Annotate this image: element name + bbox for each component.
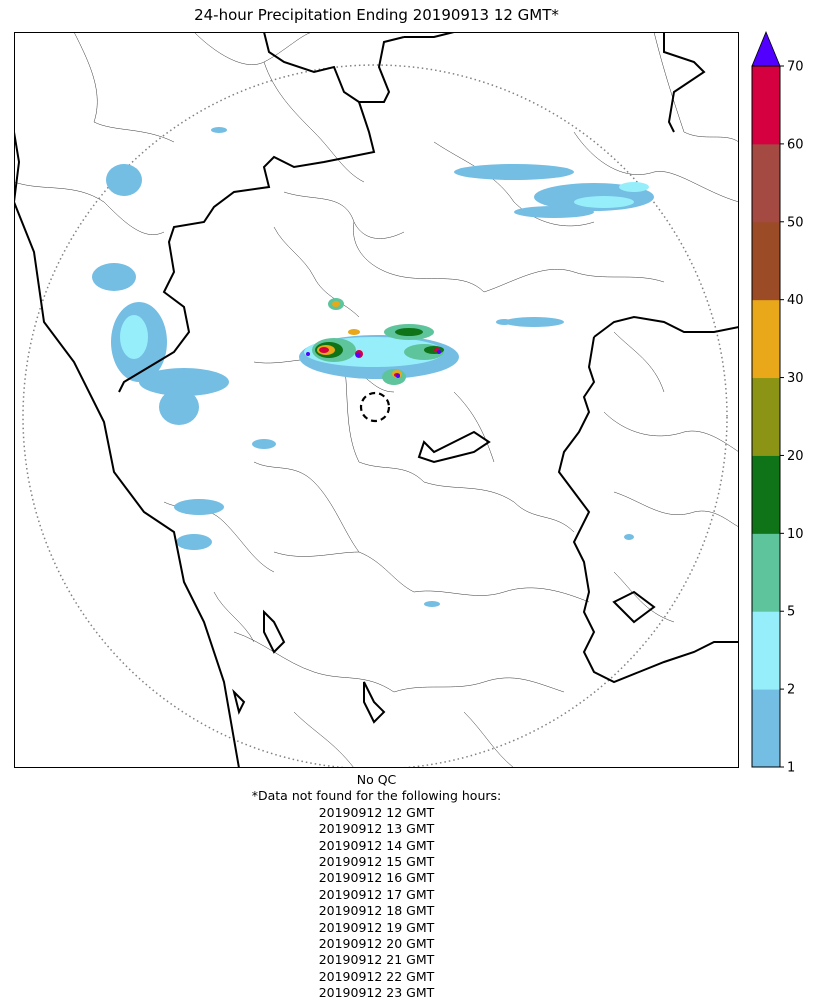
precipitation-field [92,127,654,607]
missing-hour: 20190912 12 GMT [318,804,435,820]
district-boundaries [14,32,739,768]
map-title: 24-hour Precipitation Ending 20190913 12… [194,6,559,24]
missing-data-header: *Data not found for the following hours: [251,788,502,804]
colorbar-tick-label: 10 [787,527,804,542]
map-frame [14,32,739,768]
colorbar-extend-arrow [751,30,781,67]
missing-hour: 20190912 18 GMT [318,903,435,919]
colorbar-segment [752,533,780,612]
colorbar-tick-label: 1 [787,761,795,776]
colorbar-segment [752,455,780,534]
missing-hour: 20190912 21 GMT [318,952,435,968]
colorbar-tick-label: 2 [787,683,795,698]
missing-hour: 20190912 22 GMT [318,968,435,984]
state-boundaries [14,32,739,768]
radar-site-marker [359,391,391,423]
coastline [14,131,240,768]
missing-hour: 20190912 19 GMT [318,919,435,935]
missing-hour: 20190912 17 GMT [318,886,435,902]
colorbar-segment [752,143,780,223]
colorbar-segment [752,377,780,456]
colorbar-tick-label: 50 [787,215,804,230]
colorbar-tick-label: 30 [787,371,804,386]
colorbar-segment [752,689,780,768]
colorbar-tick-label: 60 [787,137,804,152]
missing-hour: 20190912 15 GMT [318,854,435,870]
colorbar-tick-label: 20 [787,449,804,464]
colorbar-frame [751,65,781,768]
colorbar-tick-label: 40 [787,293,804,308]
colorbar-ticks: 1 2 5 10 20 30 40 50 60 70 [780,60,804,776]
colorbar: 1 2 5 10 20 30 40 50 60 70 [751,30,804,776]
colorbar-segment [752,299,780,379]
missing-hour: 20190912 23 GMT [318,985,435,1001]
missing-hour: 20190912 16 GMT [318,870,435,886]
radar-range-ring [22,64,728,768]
colorbar-segment [752,66,780,145]
missing-hour: 20190912 20 GMT [318,936,435,952]
colorbar-segment [752,611,780,690]
colorbar-tick-label: 70 [787,60,804,75]
qc-note: No QC [356,772,397,787]
colorbar-tick-label: 5 [787,605,795,620]
precipitation-map [14,32,739,768]
missing-hour: 20190912 13 GMT [318,821,435,837]
footnote: No QC *Data not found for the following … [14,772,739,1002]
colorbar-segment [752,221,780,301]
colorbar-segments [752,66,780,768]
missing-hour: 20190912 14 GMT [318,837,435,853]
